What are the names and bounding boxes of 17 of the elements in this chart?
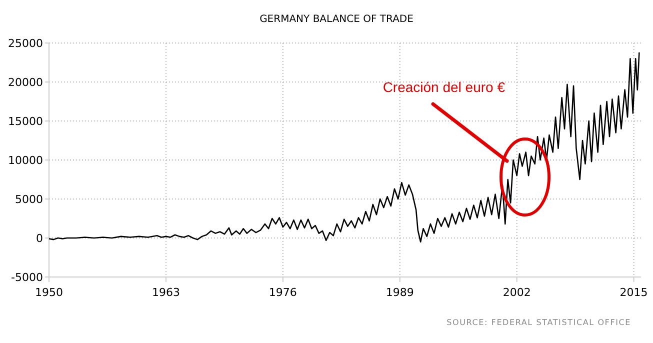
y-tick-label: 15000 (8, 114, 43, 128)
x-tick-label: 2002 (502, 286, 531, 299)
line-series (48, 52, 640, 243)
y-tick-label: 10000 (8, 154, 43, 167)
y-tick-label: -5000 (11, 270, 43, 284)
chart-title: GERMANY BALANCE OF TRADE (260, 14, 414, 25)
x-tick-label: 2015 (620, 286, 648, 299)
x-tick-label: 1963 (152, 286, 180, 299)
annotation: Creación del euro € (382, 79, 506, 95)
y-tick-label: 0 (36, 232, 43, 245)
source-note: SOURCE: FEDERAL STATISTICAL OFFICE (446, 318, 631, 327)
x-tick-label: 1989 (386, 286, 414, 299)
y-tick-label: 5000 (15, 192, 43, 206)
x-tick-label: 1976 (268, 286, 297, 299)
x-tick-label: 1950 (35, 286, 63, 299)
y-tick-label: 20000 (8, 76, 43, 89)
y-tick-label: 25000 (8, 36, 43, 50)
